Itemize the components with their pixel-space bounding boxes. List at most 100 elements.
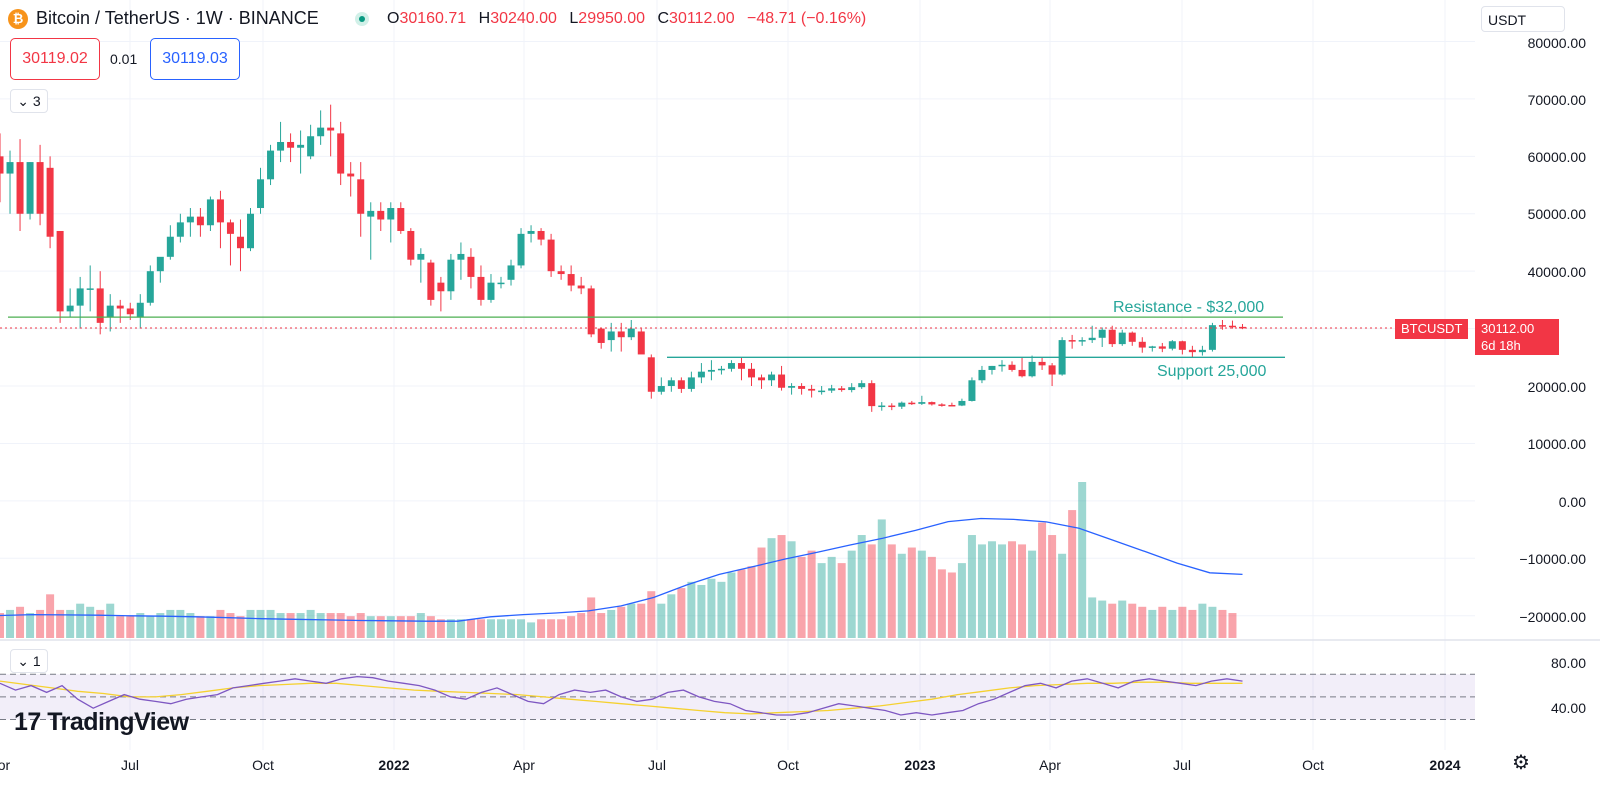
volume-bar xyxy=(66,609,75,638)
candle-body xyxy=(176,222,184,237)
volume-bar xyxy=(687,581,696,638)
volume-bar xyxy=(1208,606,1217,638)
volume-bar xyxy=(827,556,836,638)
resistance-label[interactable]: Resistance - $32,000 xyxy=(1113,299,1265,316)
candle-body xyxy=(727,363,735,369)
candle-body xyxy=(788,386,796,388)
candle-body xyxy=(808,388,816,391)
candle-body xyxy=(477,276,485,300)
volume-bar xyxy=(486,619,495,638)
rsi-axis-label: 80.00 xyxy=(1550,655,1586,671)
ohlc-readout: O30160.71 H30240.00 L29950.00 C30112.00 … xyxy=(387,10,874,28)
volume-bar xyxy=(1148,609,1157,638)
candle-body xyxy=(547,239,555,272)
volume-bar xyxy=(146,616,155,638)
volume-bar xyxy=(517,619,526,638)
candle-body xyxy=(858,383,866,388)
volume-bar xyxy=(246,609,255,638)
price-axis-label: 50000.00 xyxy=(1527,206,1586,222)
candle-body xyxy=(106,305,114,318)
time-axis-label: Jul xyxy=(121,757,139,773)
candle-body xyxy=(226,222,234,234)
time-axis-label: or xyxy=(0,757,11,773)
candle-body xyxy=(748,368,755,378)
candle-body xyxy=(1028,361,1036,377)
volume-bar xyxy=(957,563,966,638)
volume-bar xyxy=(16,606,25,638)
candle-body xyxy=(136,302,144,318)
volume-bar xyxy=(887,544,896,638)
candle-body xyxy=(908,402,916,405)
volume-bar xyxy=(346,616,355,638)
candle-body xyxy=(848,387,856,391)
candle-body xyxy=(1118,332,1126,345)
support-label[interactable]: Support 25,000 xyxy=(1157,363,1267,380)
volume-bar xyxy=(176,609,185,638)
volume-bar xyxy=(937,569,946,638)
volume-bar xyxy=(967,535,976,638)
rsi-indicators-toggle-button[interactable]: ⌄ 1 xyxy=(10,649,48,673)
buy-button[interactable]: 30119.03 xyxy=(150,38,240,80)
candle-body xyxy=(988,365,996,370)
candle-body xyxy=(367,210,375,217)
candle-body xyxy=(497,282,505,285)
candle-body xyxy=(1078,340,1086,342)
volume-bar xyxy=(1088,597,1097,638)
candles xyxy=(0,104,1246,412)
ohlc-high-key: H xyxy=(478,10,491,27)
candle-body xyxy=(1238,326,1246,329)
chevron-down-icon: ⌄ xyxy=(17,93,30,109)
tradingview-logo[interactable]: 17 TradingView xyxy=(14,708,189,737)
candle-body xyxy=(998,364,1006,367)
volume-bar xyxy=(1078,482,1087,638)
volume-bar xyxy=(897,553,906,638)
volume-bar xyxy=(476,619,485,638)
candle-body xyxy=(287,141,295,148)
candle-body xyxy=(1038,361,1046,366)
indicators-toggle-button[interactable]: ⌄ 3 xyxy=(10,89,48,113)
volume-bar xyxy=(857,535,866,638)
candle-body xyxy=(186,216,194,223)
volume-bar xyxy=(296,613,305,638)
volume-bar xyxy=(356,613,365,638)
volume-bar xyxy=(527,622,536,638)
candle-body xyxy=(737,363,745,369)
candle-body xyxy=(677,380,685,389)
volume-bar xyxy=(507,619,516,638)
ohlc-change: −48.71 (−0.16%) xyxy=(747,10,867,27)
settings-gear-icon[interactable]: ⚙ xyxy=(1512,752,1530,774)
candle-body xyxy=(1108,329,1116,345)
candle-body xyxy=(918,402,926,404)
volume-bar xyxy=(436,619,445,638)
candle-body xyxy=(427,262,435,300)
candle-body xyxy=(1178,341,1186,350)
candle-body xyxy=(1098,329,1106,338)
candle-body xyxy=(146,271,154,303)
market-status-icon[interactable] xyxy=(355,12,369,26)
volume-bar xyxy=(1068,510,1077,638)
volume-bar xyxy=(46,594,55,638)
time-axis-label: Jul xyxy=(648,757,666,773)
price-axis-label: 20000.00 xyxy=(1527,379,1586,395)
symbol-title[interactable]: Bitcoin / TetherUS · 1W · BINANCE xyxy=(36,8,319,28)
candle-body xyxy=(86,288,94,290)
volume-bar xyxy=(226,613,235,638)
candle-body xyxy=(417,253,425,260)
volume-bar xyxy=(1128,603,1137,638)
candle-body xyxy=(868,383,876,407)
volume-bar xyxy=(717,581,726,638)
volume-bar xyxy=(998,544,1006,638)
candle-body xyxy=(1088,337,1096,341)
time-axis-label: Oct xyxy=(777,757,799,773)
volume-bar xyxy=(256,609,265,638)
symbol-price-tag: BTCUSDT xyxy=(1395,319,1469,339)
volume-bar xyxy=(537,619,546,638)
sell-button[interactable]: 30119.02 xyxy=(10,38,100,80)
volume-bar xyxy=(547,619,556,638)
currency-select[interactable]: USDT xyxy=(1481,6,1565,32)
volume-ma-line xyxy=(0,517,1243,622)
volume-bar xyxy=(406,616,415,638)
candle-body xyxy=(407,230,415,260)
candle-body xyxy=(347,173,355,177)
